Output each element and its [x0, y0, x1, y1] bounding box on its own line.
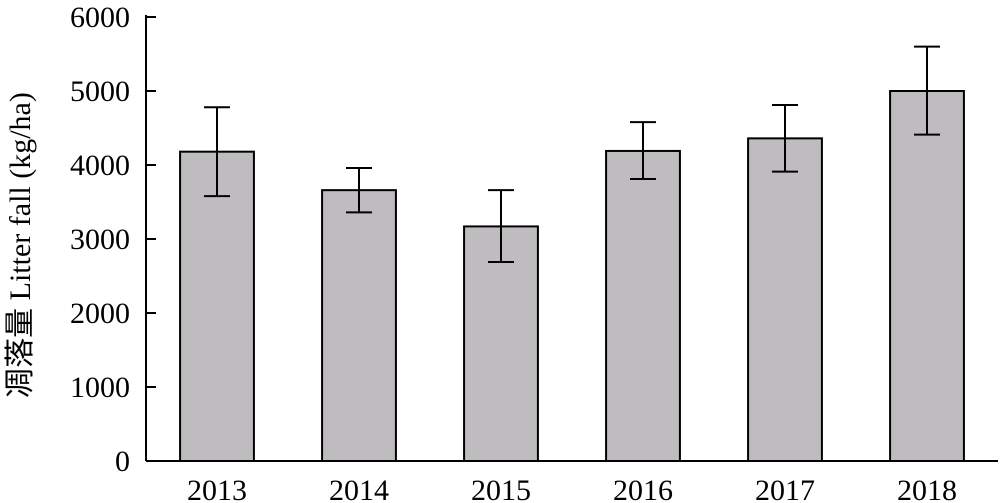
bar-2017 [747, 137, 823, 463]
x-tick-label: 2017 [755, 474, 815, 503]
y-tick-label: 6000 [70, 1, 130, 34]
y-tick-label: 1000 [70, 371, 130, 404]
x-tick-label: 2015 [471, 474, 531, 503]
bar-2014 [321, 189, 397, 462]
x-tick-label: 2013 [187, 474, 247, 503]
x-tick-label: 2014 [329, 474, 389, 503]
bar-2018 [889, 90, 965, 462]
x-tick-label: 2018 [897, 474, 957, 503]
y-tick-label: 5000 [70, 75, 130, 108]
y-tick-label: 4000 [70, 149, 130, 182]
y-tick-label: 0 [115, 445, 130, 478]
plot-area: 2013 2014 2015 2016 2017 2018 0 1000 2000 3000 400… [70, 1, 998, 503]
y-axis-title: 凋落量 Litter fall (kg/ha) [4, 92, 37, 398]
bar-2016 [605, 149, 681, 462]
x-tick-label: 2016 [613, 474, 673, 503]
bar-2013 [179, 150, 255, 462]
y-tick-label: 3000 [70, 223, 130, 256]
y-tick-label: 2000 [70, 297, 130, 330]
